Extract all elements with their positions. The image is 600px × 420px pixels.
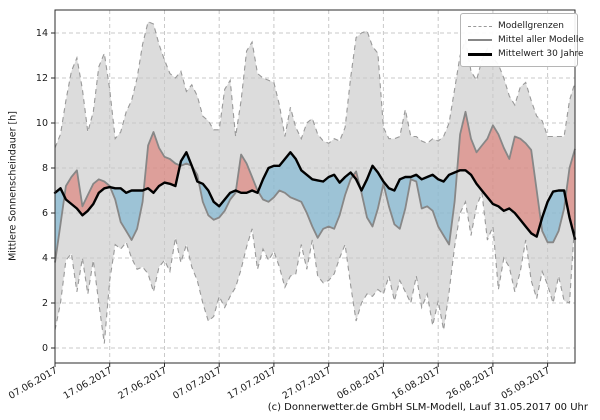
- svg-text:10: 10: [36, 118, 48, 129]
- model-bounds-lines: [54, 21, 576, 344]
- black-line-swatch: [468, 52, 492, 56]
- legend-label: Mittel aller Modelle: [498, 35, 584, 45]
- model-mean-line: [54, 110, 576, 263]
- legend-item-model-bounds: Modellgrenzen: [468, 19, 570, 33]
- above-normal-fill: [64, 111, 575, 239]
- y-axis-label: Mittlere Sonnenscheindauer [h]: [7, 111, 19, 261]
- legend-label: Mittelwert 30 Jahre: [498, 49, 584, 59]
- legend-label: Modellgrenzen: [498, 21, 564, 31]
- svg-text:14: 14: [36, 28, 48, 39]
- climate-mean-line: [53, 151, 577, 241]
- x-tick-marks: [54, 363, 549, 367]
- legend-item-model-mean: Mittel aller Modelle: [468, 33, 584, 47]
- axes-spines: [54, 9, 576, 364]
- svg-text:4: 4: [42, 253, 48, 264]
- dashed-line-swatch: [468, 25, 492, 27]
- svg-text:0: 0: [42, 343, 48, 354]
- legend: Modellgrenzen Mittel aller Modelle Mitte…: [460, 13, 584, 67]
- gray-line-swatch: [468, 39, 492, 41]
- copyright-text: (c) Donnerwetter.de GmbH SLM-Modell, Lau…: [267, 402, 588, 413]
- svg-text:8: 8: [42, 163, 48, 174]
- svg-text:12: 12: [36, 73, 48, 84]
- y-tick-marks: [51, 32, 55, 349]
- svg-text:6: 6: [42, 208, 48, 219]
- svg-text:2: 2: [42, 298, 48, 309]
- y-tick-labels: 0 2 4 6 8 10 12 14: [36, 28, 48, 354]
- legend-item-climate-mean: Mittelwert 30 Jahre: [468, 47, 584, 61]
